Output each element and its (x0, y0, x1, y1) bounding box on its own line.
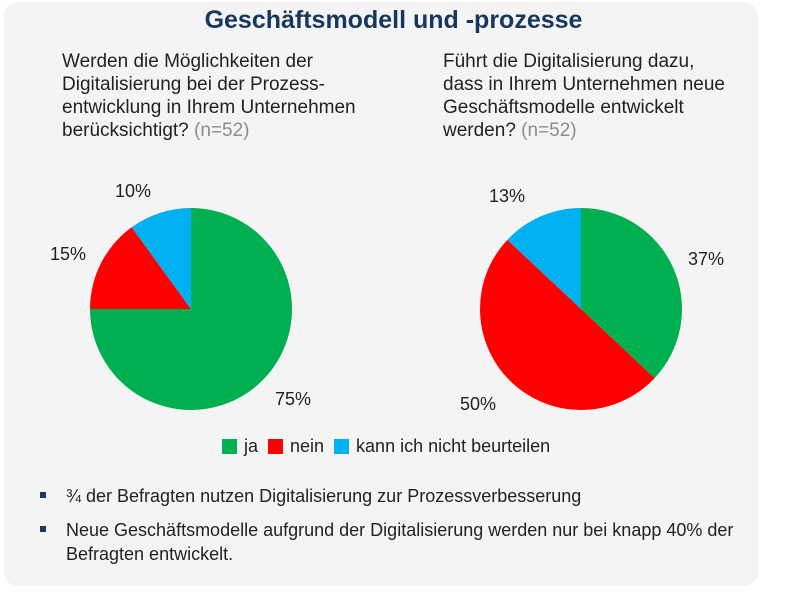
legend: ja nein kann ich nicht beurteilen (222, 436, 560, 457)
data-label: 75% (275, 389, 311, 409)
data-label: 10% (115, 181, 151, 201)
legend-swatch-nein (268, 439, 284, 454)
note-text: Neue Geschäftsmodelle aufgrund der Digit… (66, 520, 734, 564)
page-title: Geschäftsmodell und -prozesse (204, 6, 583, 34)
sample-size: (n=52) (194, 120, 250, 141)
legend-item-ja: ja (222, 436, 258, 457)
summary-notes: ¾ der Befragten nutzen Digitalisierung z… (40, 484, 740, 576)
legend-swatch-kann-nicht-beurteilen (334, 439, 350, 454)
legend-item-nein: nein (268, 436, 324, 457)
question-2: Führt die Digitalisierung dazu, dass in … (443, 50, 773, 142)
pie-slice-kann-ich-nicht-beurteilen (131, 208, 191, 309)
question-1-line: Werden die Möglichkeiten der (62, 51, 314, 72)
pie-slice-nein (89, 227, 191, 309)
note-text: ¾ der Befragten nutzen Digitalisierung z… (66, 486, 582, 506)
question-2-text: werden? (443, 120, 516, 141)
question-1-text: berücksichtigt? (62, 120, 189, 141)
question-2-line: werden? (n=52) (443, 119, 773, 142)
bullet-icon (40, 518, 66, 566)
data-label: 15% (50, 244, 86, 264)
legend-label: ja (244, 436, 259, 456)
question-2-line: Geschäftsmodelle entwickelt (443, 97, 684, 118)
question-1-line: Digitalisierung bei der Prozess- (62, 74, 325, 95)
question-2-line: Führt die Digitalisierung dazu, (443, 51, 695, 72)
note-item: ¾ der Befragten nutzen Digitalisierung z… (40, 484, 740, 508)
question-1-line: entwicklung in Ihrem Unternehmen (62, 97, 356, 118)
legend-item-kann-nicht-beurteilen: kann ich nicht beurteilen (334, 436, 550, 457)
legend-label: nein (290, 436, 325, 456)
bullet-icon (40, 484, 66, 508)
legend-label: kann ich nicht beurteilen (356, 436, 551, 456)
question-1: Werden die Möglichkeiten der Digitalisie… (62, 50, 422, 142)
note-item: Neue Geschäftsmodelle aufgrund der Digit… (40, 518, 740, 566)
sample-size: (n=52) (521, 120, 577, 141)
legend-swatch-ja (222, 439, 237, 454)
question-2-line: dass in Ihrem Unternehmen neue (443, 74, 725, 95)
question-1-line: berücksichtigt? (n=52) (62, 119, 422, 142)
